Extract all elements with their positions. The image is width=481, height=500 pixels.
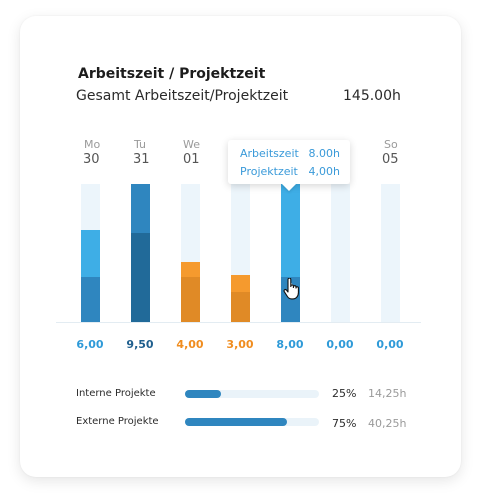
bar-seg-projektzeit <box>81 277 100 323</box>
day-value-th: 3,00 <box>226 338 254 351</box>
widget-subtitle: Gesamt Arbeitszeit/Projektzeit <box>76 88 289 104</box>
day-value-we: 4,00 <box>176 338 204 351</box>
project-hours-intern: 14,25h <box>368 387 407 400</box>
bar-track-fr[interactable] <box>281 184 300 323</box>
project-percent-extern: 75% <box>332 417 357 430</box>
day-value-so: 0,00 <box>376 338 404 351</box>
day-name-we: We <box>183 138 200 151</box>
bar-track-sa[interactable] <box>331 184 350 323</box>
bar-seg-arbeitszeit <box>181 262 200 277</box>
bar-seg-arbeitszeit <box>231 275 250 292</box>
day-num-01: 01 <box>183 152 200 167</box>
project-percent-intern: 25% <box>332 387 357 400</box>
day-num-05: 05 <box>382 152 399 167</box>
widget-title: Arbeitszeit / Projektzeit <box>78 66 266 82</box>
bar-seg-arbeitszeit <box>81 230 100 277</box>
tooltip-arbeitszeit-value: 8.00h <box>308 147 340 160</box>
chart-baseline <box>56 322 421 323</box>
hand-cursor-icon <box>283 278 299 300</box>
tooltip-projektzeit-label: Projektzeit <box>240 165 298 178</box>
day-name-so: So <box>384 138 398 151</box>
bar-track-we[interactable] <box>181 184 200 323</box>
day-value-fr: 8,00 <box>276 338 304 351</box>
total-hours: 145.00h <box>343 88 401 104</box>
project-label-extern: Externe Projekte <box>76 416 159 427</box>
day-num-31: 31 <box>133 152 150 167</box>
bar-seg-arbeitszeit <box>131 184 150 233</box>
day-name-tu: Tu <box>134 138 147 151</box>
project-hours-extern: 40,25h <box>368 417 407 430</box>
day-value-tu: 9,50 <box>126 338 154 351</box>
bar-seg-projektzeit <box>131 233 150 323</box>
day-value-mo: 6,00 <box>76 338 104 351</box>
project-progress-fill <box>185 418 287 426</box>
bar-seg-projektzeit <box>181 277 200 323</box>
day-num-30: 30 <box>83 152 100 167</box>
tooltip-projektzeit-value: 4,00h <box>308 165 340 178</box>
day-value-sa: 0,00 <box>326 338 354 351</box>
bar-track-mo[interactable] <box>81 184 100 323</box>
bar-track-tu[interactable] <box>131 184 150 323</box>
bar-track-so[interactable] <box>381 184 400 323</box>
project-progress-extern <box>185 418 319 426</box>
project-progress-intern <box>185 390 319 398</box>
day-name-mo: Mo <box>84 138 101 151</box>
project-progress-fill <box>185 390 222 398</box>
project-label-intern: Interne Projekte <box>76 388 156 399</box>
bar-track-th[interactable] <box>231 184 250 323</box>
bar-seg-arbeitszeit <box>281 184 300 277</box>
tooltip-arbeitszeit-label: Arbeitszeit <box>240 147 299 160</box>
bar-seg-projektzeit <box>231 292 250 323</box>
bar-tooltip: Arbeitszeit 8.00h Projektzeit 4,00h <box>228 140 350 184</box>
